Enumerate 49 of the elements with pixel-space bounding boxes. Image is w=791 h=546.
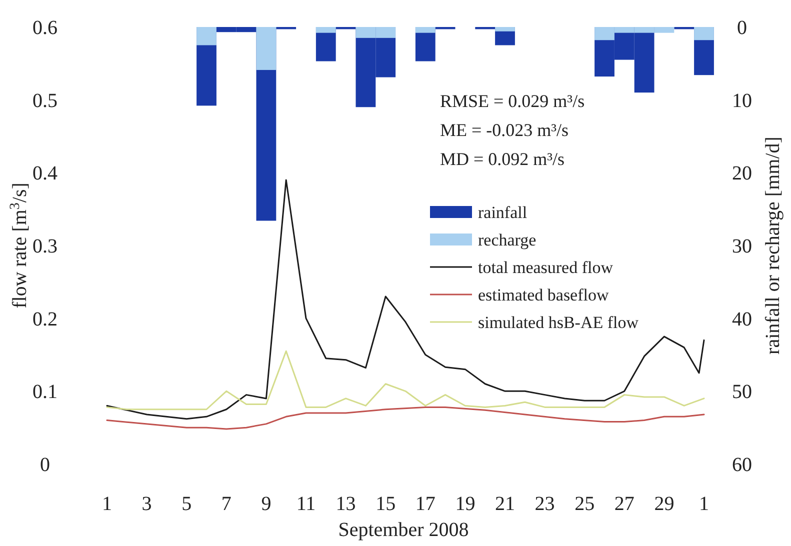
y2-tick-label: 20 (732, 162, 752, 185)
x-tick-label: 3 (142, 493, 152, 515)
x-tick-label: 9 (261, 493, 272, 515)
y2-tick-label: 50 (732, 381, 752, 404)
bar (694, 27, 714, 40)
legend-label: total measured flow (478, 258, 614, 277)
x-tick-label: 27 (614, 493, 634, 515)
x-tick-label: 11 (296, 493, 316, 515)
line-series (106, 179, 705, 420)
annotation: ME = -0.023 m³/s (440, 120, 569, 140)
legend-label: recharge (478, 230, 536, 250)
y2-tick-label: 30 (732, 236, 752, 258)
bar (256, 27, 276, 70)
x-tick-label: 1 (102, 493, 112, 515)
y2-tick-label: 60 (732, 454, 752, 476)
y2-axis-title: rainfall or recharge [mm/d] (762, 136, 784, 354)
x-tick-label: 7 (221, 493, 232, 515)
x-tick-label: 23 (534, 493, 555, 515)
bar (415, 27, 436, 33)
x-axis-title: September 2008 (338, 519, 469, 541)
x-tick-label: 15 (376, 493, 396, 515)
y-tick-label: 0.3 (32, 236, 58, 258)
y-tick-label: 0.2 (32, 308, 58, 330)
x-tick-label: 25 (574, 493, 595, 515)
x-tick-label: 13 (336, 493, 356, 515)
y-tick-label: 0.4 (32, 162, 58, 185)
y-tick-label: 0.6 (32, 17, 58, 39)
y-tick-label: 0 (40, 454, 50, 476)
x-tick-label: 17 (415, 493, 436, 515)
bar (495, 27, 515, 32)
bar (316, 27, 336, 33)
annotation: MD = 0.092 m³/s (440, 149, 565, 169)
x-tick-label: 1 (699, 493, 709, 515)
x-tick-label: 21 (495, 493, 515, 515)
annotation: RMSE = 0.029 m³/s (440, 91, 585, 111)
x-tick-label: 5 (182, 493, 192, 515)
y-tick-label: 0.5 (32, 90, 58, 112)
line-series (106, 406, 705, 430)
x-tick-label: 29 (654, 493, 674, 515)
y2-tick-label: 40 (732, 308, 752, 330)
bar (196, 27, 216, 46)
x-tick-label: 19 (455, 493, 476, 515)
legend-label: estimated baseflow (478, 285, 610, 304)
line-series (106, 350, 705, 410)
y2-tick-label: 10 (732, 90, 752, 112)
legend-label: rainfall (478, 202, 528, 222)
legend-label: simulated hsB-AE flow (478, 312, 640, 332)
y-tick-label: 0.1 (32, 381, 58, 404)
y2-tick-label: 0 (737, 17, 747, 39)
